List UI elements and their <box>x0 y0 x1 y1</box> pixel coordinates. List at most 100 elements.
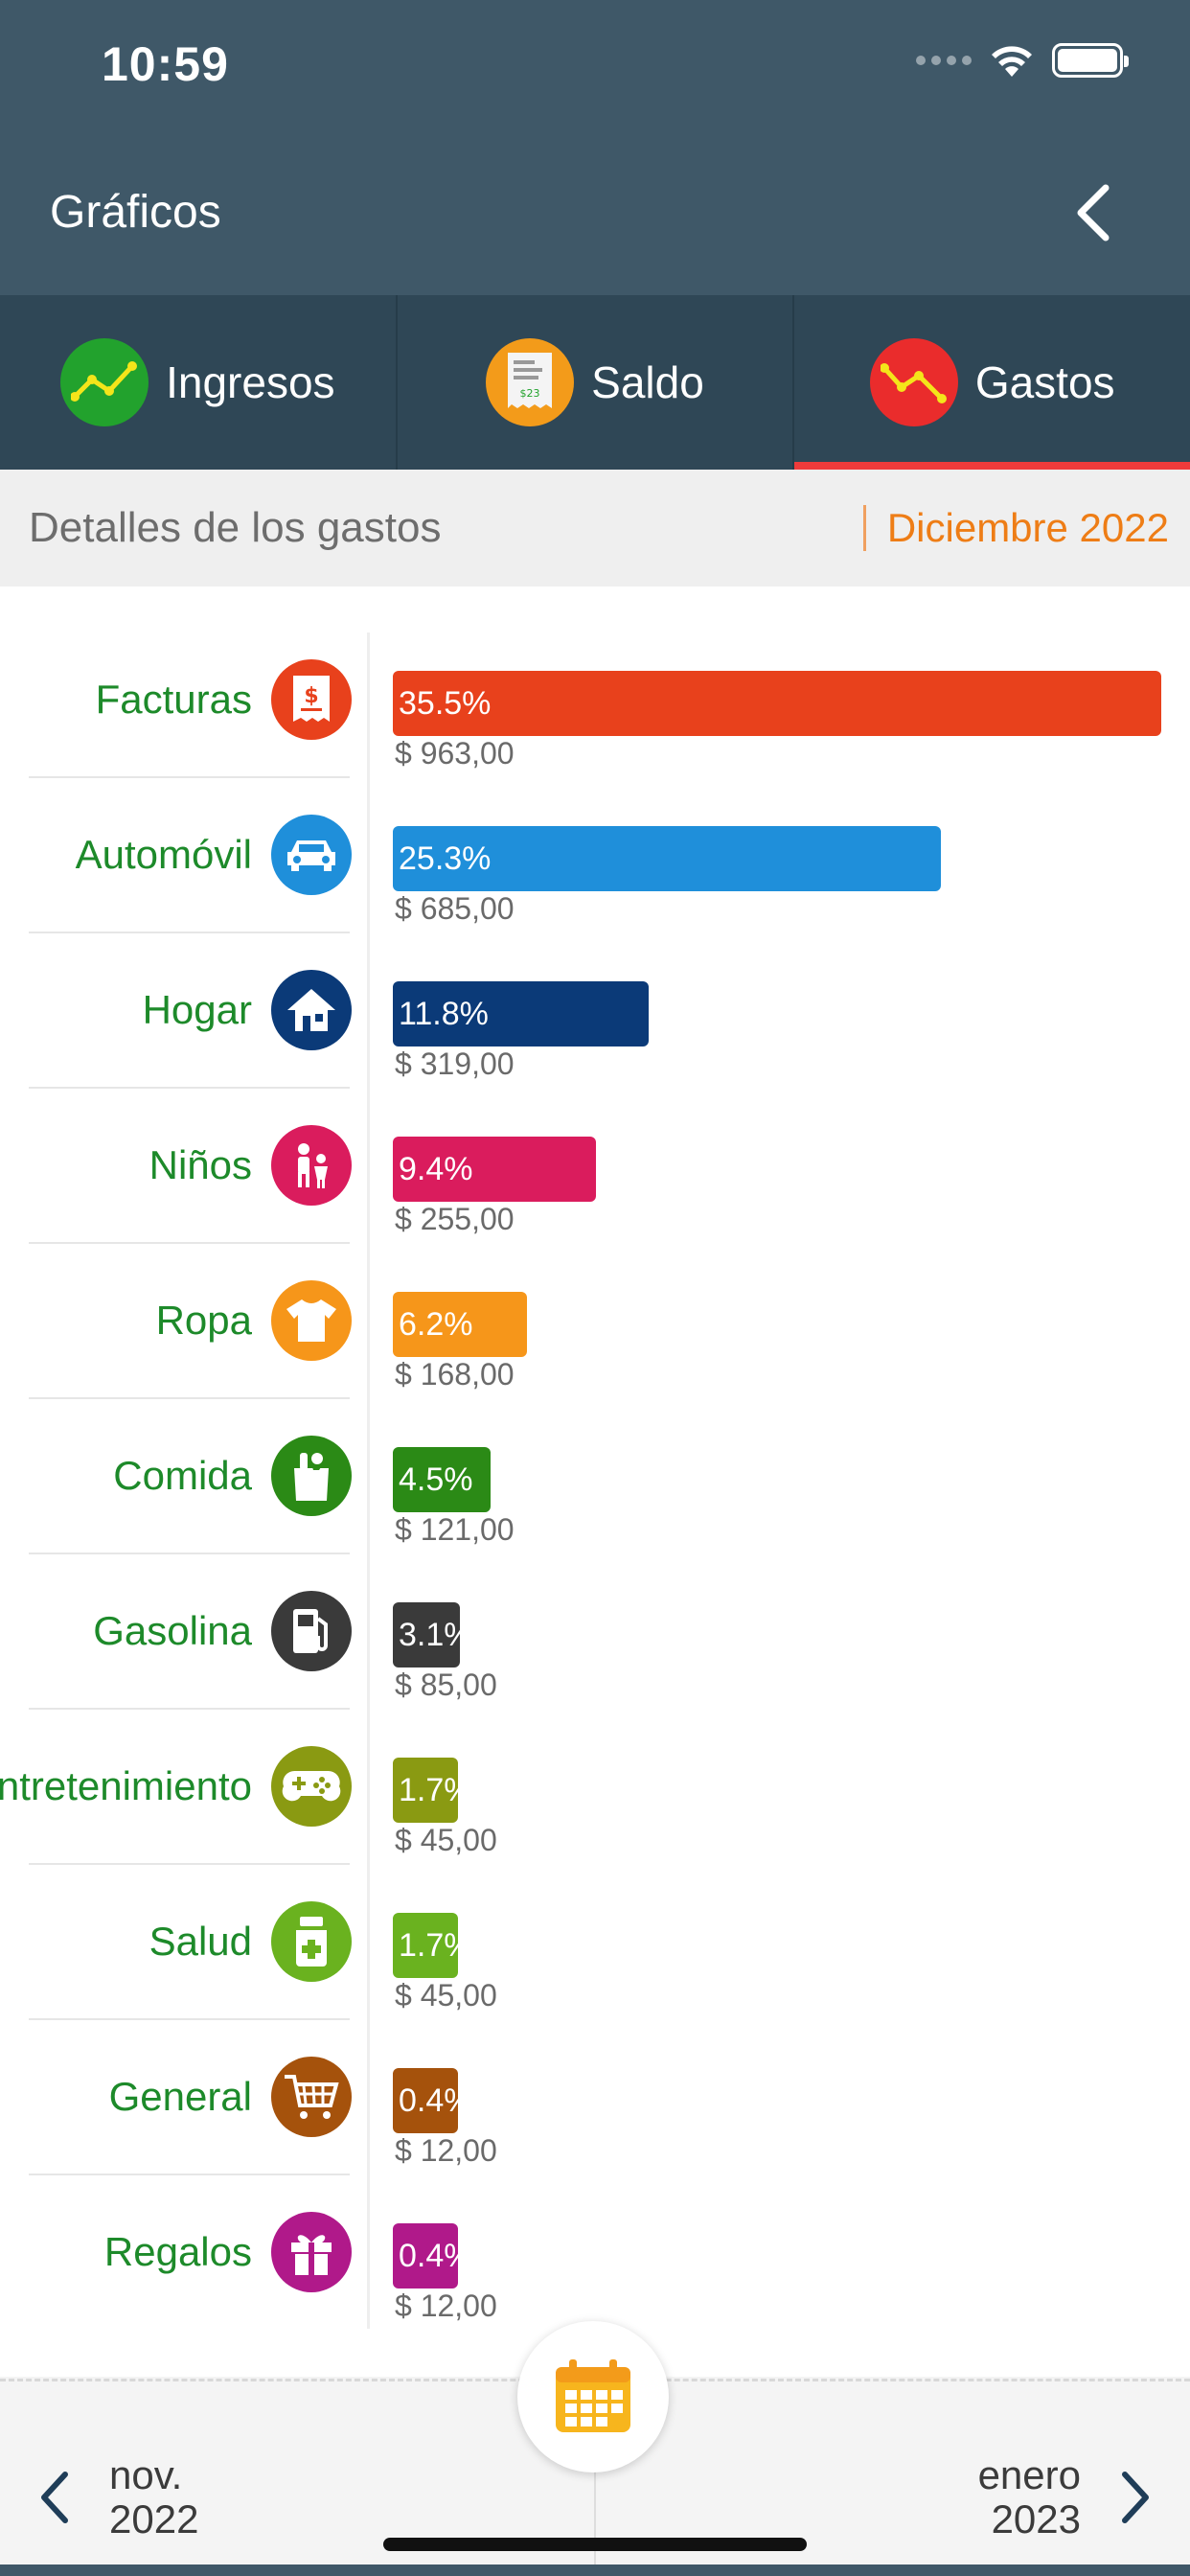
cart-icon <box>271 2057 352 2137</box>
chevron-left-icon <box>41 2472 68 2523</box>
percentage-bar: 9.4% <box>393 1137 596 1202</box>
status-time: 10:59 <box>102 37 229 91</box>
tab-saldo[interactable]: $23 Saldo <box>398 295 795 470</box>
list-item[interactable]: Entretenimiento 1.7%$ 45,00 <box>0 1710 1190 1865</box>
tab-label: Saldo <box>591 357 704 407</box>
category-cell: Automóvil <box>29 778 352 933</box>
status-icons <box>916 42 1129 79</box>
category-cell: Entretenimiento <box>0 1710 352 1865</box>
list-item[interactable]: Gasolina 3.1% $ 85,00 <box>0 1554 1190 1710</box>
percentage-bar: 6.2% <box>393 1292 527 1357</box>
list-item[interactable]: General 0.4% $ 12,00 <box>0 2020 1190 2175</box>
category-amount: $ 45,00 <box>395 1823 497 1857</box>
previous-month-name: nov. <box>109 2452 183 2497</box>
category-cell: Ropa <box>29 1244 352 1399</box>
category-amount: $ 963,00 <box>395 736 515 770</box>
income-chart-icon <box>60 338 149 426</box>
gift-icon <box>271 2212 352 2292</box>
list-item[interactable]: Regalos 0.4% $ 12,00 <box>0 2175 1190 2331</box>
category-amount: $ 168,00 <box>395 1357 515 1392</box>
home-indicator <box>383 2538 807 2551</box>
list-item[interactable]: Automóvil 25.3% $ 685,00 <box>0 778 1190 933</box>
category-amount: $ 319,00 <box>395 1046 515 1081</box>
gamepad-icon <box>271 1746 352 1827</box>
next-month-label: enero 2023 <box>978 2453 1081 2542</box>
next-month-button[interactable]: enero 2023 <box>978 2453 1152 2542</box>
footer-divider <box>594 2405 596 2576</box>
svg-text:$: $ <box>304 684 318 708</box>
back-chevron-icon[interactable] <box>1067 182 1121 243</box>
selected-month: Diciembre 2022 <box>862 505 1169 551</box>
next-month-year: 2023 <box>991 2496 1081 2542</box>
category-cell: General <box>29 2020 352 2175</box>
category-label: Regalos <box>103 2229 252 2274</box>
receipt-icon: $23 <box>486 338 575 426</box>
chart-tabs: Ingresos $23 Saldo Gastos <box>0 295 1190 470</box>
car-icon <box>271 815 352 895</box>
tab-label: Gastos <box>974 357 1115 407</box>
category-label: Entretenimiento <box>0 1763 252 1808</box>
column-divider <box>367 632 370 2329</box>
category-amount: $ 12,00 <box>395 2288 497 2323</box>
category-amount: $ 255,00 <box>395 1202 515 1236</box>
next-month-name: enero <box>977 2452 1081 2497</box>
list-item[interactable]: Ropa 6.2% $ 168,00 <box>0 1244 1190 1399</box>
category-amount: $ 45,00 <box>395 1978 497 2012</box>
page-title: Gráficos <box>50 187 221 238</box>
category-cell: Niños <box>29 1089 352 1244</box>
children-icon <box>271 1125 352 1206</box>
percentage-bar: 25.3% <box>393 826 941 891</box>
list-item[interactable]: Salud 1.7% $ 45,00 <box>0 1865 1190 2020</box>
category-label: Facturas <box>95 677 252 722</box>
category-label: General <box>108 2074 252 2119</box>
category-label: Comida <box>113 1453 252 1498</box>
category-cell: Regalos <box>29 2175 352 2331</box>
house-icon <box>271 970 352 1050</box>
details-header: Detalles de los gastos Diciembre 2022 <box>0 470 1190 586</box>
tab-ingresos[interactable]: Ingresos <box>0 295 398 470</box>
chevron-right-icon <box>1122 2472 1149 2523</box>
cellular-signal-icon <box>916 56 972 65</box>
svg-text:$23: $23 <box>520 387 540 400</box>
calendar-icon <box>556 2359 630 2432</box>
list-item[interactable]: Hogar 11.8% $ 319,00 <box>0 933 1190 1089</box>
category-cell: Facturas $ <box>29 623 352 778</box>
category-cell: Salud <box>29 1865 352 2020</box>
tab-label: Ingresos <box>166 357 335 407</box>
list-item[interactable]: Comida 4.5% $ 121,00 <box>0 1399 1190 1554</box>
previous-month-label: nov. 2022 <box>109 2453 198 2542</box>
category-label: Niños <box>149 1142 252 1187</box>
wifi-icon <box>992 46 1032 77</box>
percentage-bar: 0.4% <box>393 2068 473 2133</box>
battery-icon <box>1052 43 1129 78</box>
category-amount: $ 12,00 <box>395 2133 497 2168</box>
list-item[interactable]: Facturas $35.5% $ 963,00 <box>0 623 1190 778</box>
category-amount: $ 121,00 <box>395 1512 515 1547</box>
grocery-icon <box>271 1436 352 1516</box>
tab-gastos[interactable]: Gastos <box>794 295 1190 470</box>
calendar-button[interactable] <box>517 2321 669 2472</box>
category-label: Hogar <box>142 987 252 1032</box>
percentage-bar: 11.8% <box>393 981 649 1046</box>
category-amount: $ 85,00 <box>395 1668 497 1702</box>
category-label: Salud <box>149 1919 252 1964</box>
details-title: Detalles de los gastos <box>29 504 442 551</box>
expense-chart-icon <box>869 338 958 426</box>
bill-icon: $ <box>271 659 352 740</box>
shirt-icon <box>271 1280 352 1361</box>
percentage-bar: 1.7% <box>393 1913 473 1978</box>
percentage-bar: 1.7% <box>393 1758 473 1823</box>
percentage-bar: 3.1% <box>393 1602 473 1668</box>
percentage-bar: 0.4% <box>393 2223 473 2288</box>
percentage-bar: 4.5% <box>393 1447 491 1512</box>
bottom-strip <box>0 2564 1190 2576</box>
category-cell: Hogar <box>29 933 352 1089</box>
category-cell: Comida <box>29 1399 352 1554</box>
category-label: Automóvil <box>75 832 252 877</box>
list-item[interactable]: Niños 9.4% $ 255,00 <box>0 1089 1190 1244</box>
top-bar: 10:59 Gráficos <box>0 0 1190 295</box>
previous-month-year: 2022 <box>109 2496 199 2542</box>
category-label: Gasolina <box>93 1608 252 1653</box>
category-amount: $ 685,00 <box>395 891 515 926</box>
previous-month-button[interactable]: nov. 2022 <box>38 2453 198 2542</box>
